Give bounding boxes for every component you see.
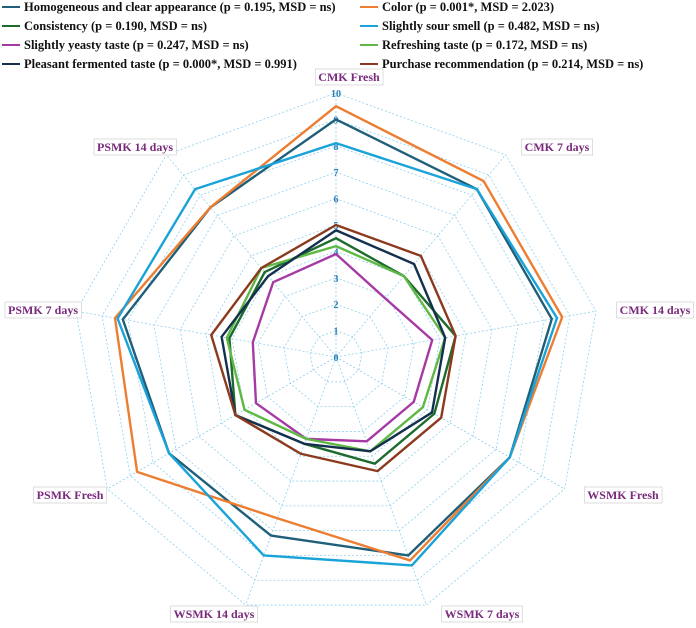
legend-swatch — [360, 62, 378, 66]
legend-item: Color (p = 0.001*, MSD = 2.023) — [360, 0, 554, 16]
tick-label: 5 — [334, 221, 339, 232]
axis-label-box — [521, 138, 593, 156]
grid-ring-4 — [231, 250, 441, 457]
grid-spoke-4 — [335, 356, 565, 490]
legend-swatch — [2, 5, 20, 9]
axis-label-text: PSMK Fresh — [37, 488, 104, 502]
axis-label-box — [33, 486, 108, 504]
legend-item: Purchase recommendation (p = 0.214, MSD … — [360, 55, 643, 73]
grid-ring-10 — [75, 92, 597, 606]
legend: Homogeneous and clear appearance (p = 0.… — [0, 0, 696, 72]
legend-label: Slightly yeasty taste (p = 0.247, MSD = … — [24, 37, 249, 52]
legend-item: Homogeneous and clear appearance (p = 0.… — [2, 0, 336, 16]
axis-label-5: WSMK 7 days — [441, 605, 523, 623]
legend-item: Consistency (p = 0.190, MSD = ns) — [2, 17, 207, 35]
series-line-8 — [210, 223, 457, 473]
tick-label: 1 — [334, 327, 339, 338]
axis-label-text: CMK 14 days — [620, 303, 691, 317]
axis-labels: CMK Fresh CMK 7 days CMK 14 days WSMK Fresh… — [4, 68, 694, 623]
legend-swatch — [360, 24, 378, 28]
legend-label: Homogeneous and clear appearance (p = 0.… — [24, 0, 336, 14]
legend-label: Refreshing taste (p = 0.172, MSD = ns) — [382, 37, 588, 52]
axis-label-text: PSMK 14 days — [97, 140, 173, 154]
axis-label-box — [616, 301, 694, 319]
legend-label: Purchase recommendation (p = 0.214, MSD … — [382, 56, 644, 71]
axis-label-text: CMK Fresh — [318, 70, 380, 84]
axis-label-box — [441, 605, 523, 623]
axis-label-2: CMK 7 days — [521, 138, 593, 156]
grid-ring-8 — [127, 145, 545, 556]
axis-label-3: CMK 14 days — [616, 301, 694, 319]
legend-item: Refreshing taste (p = 0.172, MSD = ns) — [360, 36, 587, 54]
grid-spoke-9 — [165, 154, 337, 358]
tick-label: 6 — [334, 195, 339, 206]
legend-swatch — [360, 43, 378, 47]
series-line-2 — [113, 104, 564, 562]
axis-label-box — [93, 138, 177, 156]
grid-ring-3 — [257, 277, 415, 432]
axis-label-text: CMK 7 days — [525, 140, 590, 154]
legend-item: Slightly yeasty taste (p = 0.247, MSD = … — [2, 36, 249, 54]
grid-ring-1 — [309, 330, 363, 383]
axis-label-9: PSMK 14 days — [93, 138, 177, 156]
legend-item: Slightly sour smell (p = 0.482, MSD = ns… — [360, 17, 600, 35]
tick-label: 9 — [334, 115, 339, 126]
series-line-1 — [121, 118, 553, 557]
grid-spoke-5 — [335, 356, 427, 606]
legend-swatch — [2, 43, 20, 47]
axis-label-4: WSMK Fresh — [583, 486, 663, 504]
grid-spoke-6 — [245, 356, 337, 606]
legend-label: Color (p = 0.001*, MSD = 2.023) — [382, 0, 554, 14]
axis-label-6: WSMK 14 days — [170, 605, 258, 623]
legend-label: Pleasant fermented taste (p = 0.000*, MS… — [24, 56, 297, 71]
axis-label-box — [4, 301, 82, 319]
series-line-3 — [228, 236, 457, 465]
legend-swatch — [2, 62, 20, 66]
legend-label: Consistency (p = 0.190, MSD = ns) — [24, 18, 208, 33]
tick-label: 3 — [334, 274, 339, 285]
axis-label-7: PSMK Fresh — [33, 486, 108, 504]
grid-ring-7 — [153, 171, 519, 532]
axis-label-text: WSMK Fresh — [587, 488, 659, 502]
tick-label: 0 — [334, 353, 339, 364]
axis-label-text: WSMK 7 days — [445, 607, 520, 621]
legend-swatch — [2, 24, 20, 28]
tick-label: 7 — [334, 168, 339, 179]
series-line-5 — [251, 252, 434, 443]
grid-spoke-8 — [75, 310, 337, 358]
legend-item: Pleasant fermented taste (p = 0.000*, MS… — [2, 55, 297, 73]
axis-label-1: CMK Fresh — [314, 68, 384, 86]
grid-ring-6 — [179, 198, 493, 507]
axis-label-box — [583, 486, 663, 504]
axis-label-8: PSMK 7 days — [4, 301, 82, 319]
tick-label: 8 — [334, 142, 339, 153]
series-line-4 — [116, 141, 559, 567]
axis-label-text: PSMK 7 days — [8, 303, 78, 317]
axis-label-box — [170, 605, 258, 623]
tick-label: 10 — [331, 89, 341, 100]
tick-label: 2 — [334, 300, 339, 311]
grid-ring-5 — [205, 224, 467, 482]
series-line-7 — [220, 229, 447, 453]
legend-label: Slightly sour smell (p = 0.482, MSD = ns… — [382, 18, 600, 33]
axis-label-box — [314, 68, 384, 86]
grid-spoke-7 — [107, 356, 337, 490]
radar-series — [113, 104, 564, 567]
series-line-6 — [225, 244, 447, 453]
legend-swatch — [360, 5, 378, 9]
axis-label-text: WSMK 14 days — [174, 607, 255, 621]
